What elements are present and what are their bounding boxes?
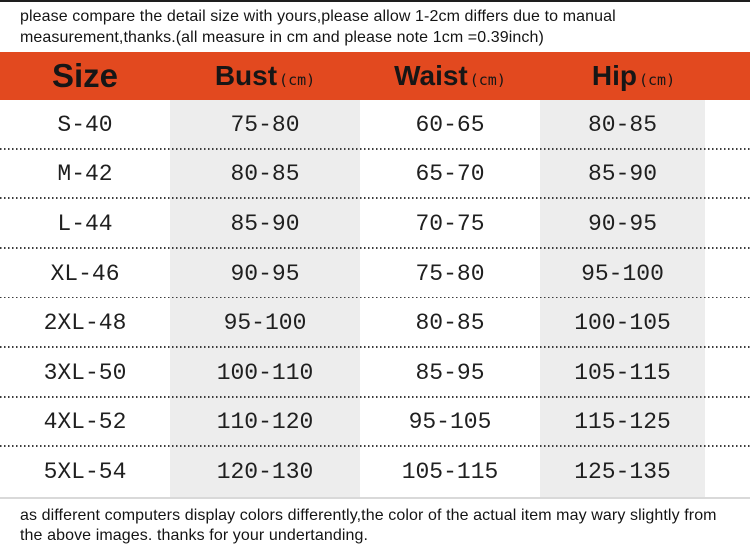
cell-waist: 65-70: [415, 161, 485, 188]
cell-waist: 60-65: [415, 111, 485, 138]
column-header-label: Size: [51, 57, 119, 94]
cell-hip: 100-105: [540, 298, 705, 348]
cell-bust: 85-90: [170, 199, 360, 249]
top-border-line: [0, 0, 750, 2]
cell-waist: 95-105: [408, 409, 492, 436]
cell-hip: 105-115: [540, 347, 705, 398]
measurement-note: please compare the detail size with your…: [20, 8, 616, 46]
table-row: M-42 80-85 65-70 85-90: [0, 149, 750, 200]
cell-hip: 85-90: [540, 149, 705, 200]
table-row: 2XL-48 95-100 80-85 100-105: [0, 298, 750, 348]
cell-waist: 70-75: [415, 210, 485, 237]
cell-size: XL-46: [50, 260, 120, 287]
cell-hip: 80-85: [540, 100, 705, 150]
column-header-label: Bust: [214, 60, 278, 91]
column-header-unit: (cm): [638, 71, 676, 89]
cell-size: S-40: [57, 111, 113, 138]
column-header-label: Waist: [394, 60, 468, 91]
table-row: S-40 75-80 60-65 80-85: [0, 100, 750, 150]
color-disclaimer-note: as different computers display colors di…: [20, 506, 717, 544]
cell-bust: 110-120: [170, 397, 360, 448]
cell-bust: 75-80: [170, 100, 360, 150]
table-bottom-line: [0, 496, 750, 499]
table-row: 4XL-52 110-120 95-105 115-125: [0, 397, 750, 448]
cell-waist: 75-80: [415, 260, 485, 287]
cell-bust: 80-85: [170, 149, 360, 200]
cell-waist: 105-115: [401, 458, 499, 485]
cell-size: 4XL-52: [43, 409, 127, 436]
cell-size: 3XL-50: [43, 359, 127, 386]
cell-hip: 115-125: [540, 397, 705, 448]
column-header-bust: Bust (cm): [170, 60, 360, 92]
cell-bust: 95-100: [170, 298, 360, 348]
cell-bust: 120-130: [170, 447, 360, 497]
cell-hip: 95-100: [540, 248, 705, 299]
table-row: 3XL-50 100-110 85-95 105-115: [0, 347, 750, 398]
column-header-unit: (cm): [279, 71, 316, 89]
size-table: Size Bust (cm) Waist (cm) Hip (cm) S-40 75-8…: [0, 52, 750, 499]
cell-size: 5XL-54: [43, 458, 127, 485]
cell-size: L-44: [57, 210, 113, 237]
cell-bust: 100-110: [170, 347, 360, 398]
table-row: 5XL-54 120-130 105-115 125-135: [0, 447, 750, 497]
table-row: L-44 85-90 70-75 90-95: [0, 199, 750, 249]
cell-size: 2XL-48: [43, 310, 127, 337]
column-header-unit: (cm): [469, 71, 506, 89]
cell-hip: 125-135: [540, 447, 705, 497]
column-header-label: Hip: [591, 60, 637, 91]
cell-hip: 90-95: [540, 199, 705, 249]
table-header: Size Bust (cm) Waist (cm) Hip (cm): [0, 52, 750, 100]
cell-waist: 80-85: [415, 310, 485, 337]
table-body: S-40 75-80 60-65 80-85 M-42 80-85 65-70 85-90 L-…: [0, 100, 750, 497]
column-header-size: Size: [0, 57, 170, 95]
column-header-waist: Waist (cm): [360, 60, 540, 92]
cell-size: M-42: [57, 161, 113, 188]
table-row: XL-46 90-95 75-80 95-100: [0, 248, 750, 299]
column-header-hip: Hip (cm): [540, 60, 705, 92]
cell-waist: 85-95: [415, 359, 485, 386]
cell-bust: 90-95: [170, 248, 360, 299]
